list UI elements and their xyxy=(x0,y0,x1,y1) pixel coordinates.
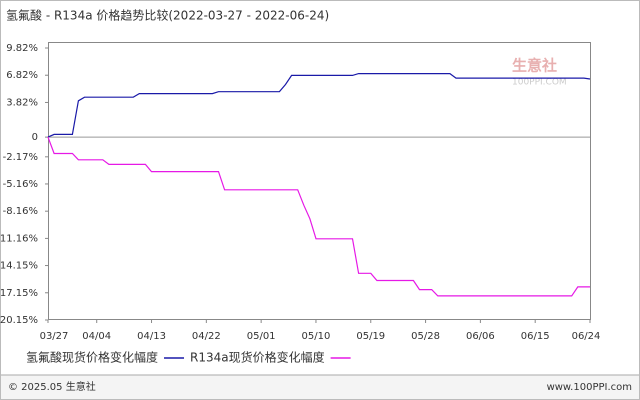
series-line xyxy=(47,73,591,138)
x-tick-label: 04/22 xyxy=(192,331,221,342)
y-tick-label: -8.16% xyxy=(3,206,38,217)
watermark-site: 100PPI.COM xyxy=(512,78,567,88)
footer-right: www.100PPI.com xyxy=(547,382,632,393)
y-tick-label: -2.17% xyxy=(3,152,38,163)
x-tick-label: 06/24 xyxy=(572,331,601,342)
y-tick-label: 6.82% xyxy=(6,70,38,81)
y-tick-label: 0 xyxy=(32,132,38,143)
x-tick-label: 05/28 xyxy=(411,331,440,342)
x-tick-label: 04/13 xyxy=(137,331,166,342)
watermark-name: 生意社 xyxy=(512,57,557,75)
chart-title: 氢氟酸 - R134a 价格趋势比较(2022-03-27 - 2022-06-… xyxy=(6,8,329,23)
x-tick-label: 06/06 xyxy=(466,331,495,342)
y-tick-label: -20.15% xyxy=(0,315,38,326)
y-tick-label: 3.82% xyxy=(6,97,38,108)
legend-label: 氢氟酸现货价格变化幅度 xyxy=(26,350,158,365)
series-line xyxy=(47,136,590,297)
y-tick-label: -14.15% xyxy=(0,261,38,272)
legend-label: R134a现货价格变化幅度 xyxy=(190,350,325,365)
footer-band xyxy=(1,375,639,399)
y-tick-label: 9.82% xyxy=(6,43,38,54)
x-tick-label: 05/10 xyxy=(302,331,331,342)
x-tick-label: 05/19 xyxy=(356,331,385,342)
x-tick-label: 05/01 xyxy=(247,331,276,342)
plot-area xyxy=(48,42,591,320)
y-tick-label: -17.15% xyxy=(0,288,38,299)
x-tick-label: 04/04 xyxy=(82,331,111,342)
y-tick-label: -11.16% xyxy=(0,233,38,244)
x-tick-label: 06/15 xyxy=(521,331,550,342)
y-tick-label: -5.16% xyxy=(3,179,38,190)
x-tick-label: 03/27 xyxy=(40,331,69,342)
footer-left: © 2025.05 生意社 xyxy=(8,380,96,393)
